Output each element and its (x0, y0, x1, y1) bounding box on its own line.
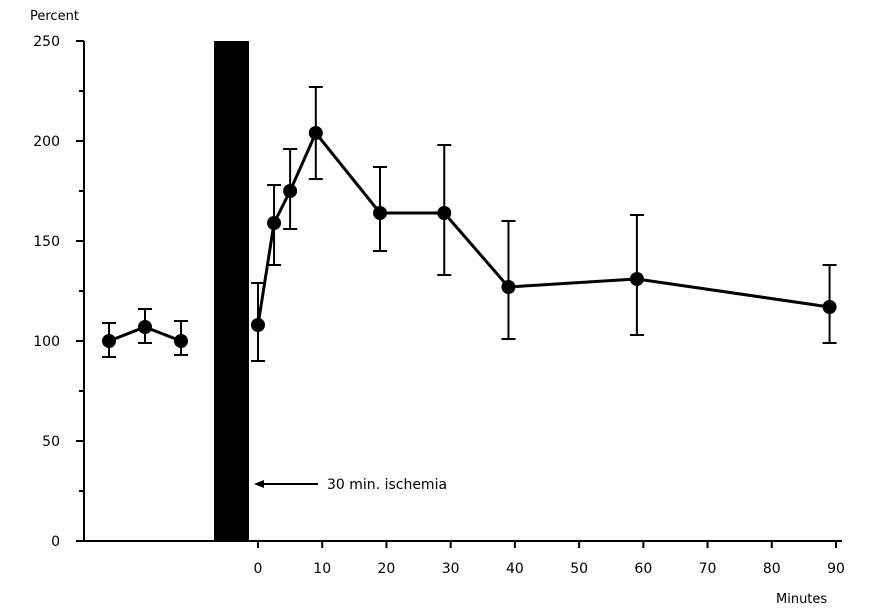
baseline-point (138, 320, 152, 334)
y-tick-label: 250 (33, 34, 60, 50)
baseline-point (174, 334, 188, 348)
data-point (308, 126, 323, 140)
axes: 0 50 100 150 200 250 0 10 20 30 40 50 60 70 80 90 (33, 34, 845, 577)
data-point (267, 216, 282, 230)
y-tick-label: 0 (51, 534, 60, 550)
ischemia-period: 30 min. ischemia (214, 41, 447, 541)
data-point (373, 206, 388, 220)
y-tick-label: 50 (42, 434, 60, 450)
x-tick-label: 70 (699, 561, 717, 577)
x-tick-label: 60 (634, 561, 652, 577)
baseline-point (102, 334, 116, 348)
data-point (251, 318, 265, 332)
data-point (501, 280, 516, 294)
y-tick-label: 100 (33, 334, 60, 350)
series-line (256, 130, 830, 326)
data-point (629, 272, 644, 286)
data-point (437, 206, 452, 220)
y-axis-unit-label: Percent (30, 9, 79, 24)
ischemia-annotation: 30 min. ischemia (327, 477, 447, 493)
y-tick-label: 150 (33, 234, 60, 250)
x-tick-label: 40 (506, 561, 524, 577)
x-tick-label: 90 (827, 561, 845, 577)
x-axis-unit-label: Minutes (776, 592, 827, 607)
annotation-arrowhead (254, 480, 264, 488)
data-point (822, 300, 837, 314)
y-tick-label: 200 (33, 134, 60, 150)
ischemia-bar (214, 41, 249, 541)
data-marks (102, 86, 837, 362)
x-tick-label: 30 (442, 561, 460, 577)
x-tick-label: 20 (378, 561, 396, 577)
x-tick-label: 50 (570, 561, 588, 577)
x-tick-label: 0 (254, 561, 263, 577)
data-point (283, 184, 298, 198)
x-tick-label: 10 (313, 561, 331, 577)
x-tick-label: 80 (763, 561, 781, 577)
